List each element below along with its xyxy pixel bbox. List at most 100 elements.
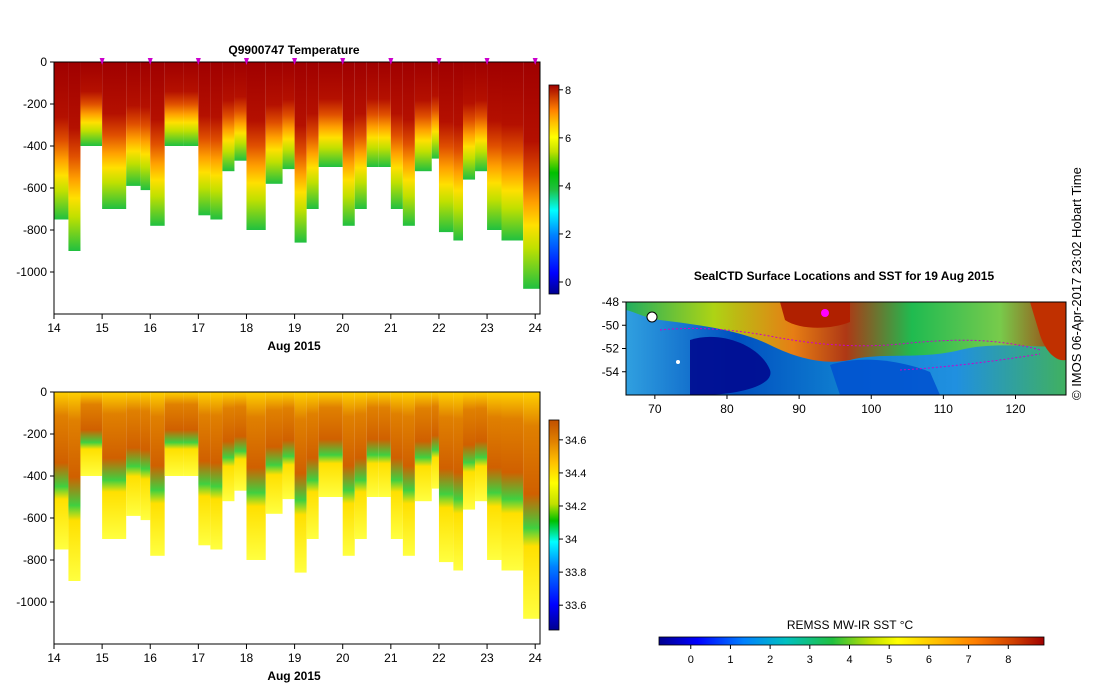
map-y-axis: -48 -50 -52 -54 [602, 295, 626, 379]
surface-location-marker [821, 309, 829, 317]
profile-column [210, 62, 223, 220]
profile-column [210, 392, 223, 550]
profile-column [68, 392, 81, 581]
map-y-tick-label: -54 [602, 365, 620, 379]
salinity-colorbar-ticks: 33.6 33.8 34 34.2 34.4 34.6 [559, 435, 586, 612]
map-y-tick-label: -52 [602, 342, 620, 356]
y-tick-label: 0 [40, 385, 47, 399]
profile-column [198, 392, 211, 546]
x-tick-label: 15 [95, 651, 109, 665]
profile-column [402, 62, 415, 226]
colorbar-tick-label: 34.2 [565, 501, 586, 513]
profile-column [126, 392, 141, 516]
y-tick-label: 0 [40, 55, 47, 69]
profile-column [354, 62, 367, 209]
profile-column [234, 62, 247, 161]
colorbar-tick-label: 8 [565, 85, 571, 97]
profile-column [198, 62, 211, 216]
profile-column [438, 392, 454, 563]
profile-column [306, 62, 319, 209]
profile-marker [340, 58, 346, 65]
profile-column [475, 392, 488, 502]
profile-column [318, 62, 343, 167]
sst-colorbar-tick-label: 7 [966, 654, 972, 666]
colorbar-tick-label: 4 [565, 181, 571, 193]
map-x-tick-label: 100 [861, 402, 881, 416]
x-tick-label: 19 [288, 651, 302, 665]
profile-column [222, 392, 235, 502]
profile-column [54, 392, 69, 550]
x-tick-label: 22 [432, 651, 446, 665]
x-tick-label: 20 [336, 321, 350, 335]
profile-column [453, 62, 464, 241]
sst-colorbar-tick-label: 2 [767, 654, 773, 666]
salinity-columns [54, 392, 540, 619]
temperature-columns [54, 62, 540, 289]
profile-column [354, 392, 367, 539]
profile-column [402, 392, 415, 556]
sst-field [626, 302, 1066, 395]
y-tick-label: -600 [23, 511, 47, 525]
profile-column [80, 62, 103, 146]
profile-column [378, 392, 391, 497]
profile-column [501, 62, 524, 241]
profile-markers [99, 58, 538, 65]
profile-marker [484, 58, 490, 65]
x-tick-label: 22 [432, 321, 446, 335]
x-tick-label: 23 [480, 651, 494, 665]
profile-marker [532, 58, 538, 65]
profile-column [294, 62, 307, 243]
profile-column [342, 392, 355, 556]
profile-marker [436, 58, 442, 65]
kerguelen-island-marker [646, 311, 658, 323]
profile-column [438, 62, 454, 233]
x-tick-label: 24 [529, 321, 543, 335]
ship-track [659, 327, 1041, 351]
profile-column [183, 62, 199, 146]
profile-column [523, 62, 540, 289]
profile-column [294, 392, 307, 573]
x-tick-label: 14 [47, 321, 61, 335]
y-tick-label: -400 [23, 469, 47, 483]
y-tick-label: -200 [23, 427, 47, 441]
map-x-tick-label: 110 [934, 402, 953, 416]
y-tick-label: -600 [23, 181, 47, 195]
profile-column [366, 62, 379, 167]
profile-column [150, 62, 165, 226]
profile-marker [388, 58, 394, 65]
x-tick-label: 15 [95, 321, 109, 335]
profile-column [431, 62, 439, 159]
profile-column [366, 392, 379, 497]
cold-water-patch [690, 336, 771, 395]
profile-column [222, 62, 235, 172]
heard-island-marker [676, 360, 680, 364]
colorbar-tick-label: 34.6 [565, 435, 586, 447]
y-tick-label: -800 [23, 553, 47, 567]
temperature-colorbar-ticks: 0 2 4 6 8 [559, 85, 571, 289]
profile-column [463, 392, 476, 510]
map-title: SealCTD Surface Locations and SST for 19… [694, 269, 995, 283]
map-x-axis: 70 80 90 100 110 120 [648, 395, 1026, 416]
colorbar-tick-label: 33.8 [565, 567, 586, 579]
profile-column [68, 62, 81, 251]
colorbar-tick-label: 34.4 [565, 468, 586, 480]
warm-core [780, 302, 850, 328]
sst-colorbar-group: REMSS MW-IR SST °C 0 1 2 3 4 5 6 7 8 [658, 618, 1045, 666]
sst-colorbar-tick-label: 3 [807, 654, 813, 666]
profile-column [318, 392, 343, 497]
ship-track-south [899, 353, 1041, 371]
profile-column [487, 62, 502, 230]
profile-column [265, 392, 283, 514]
colorbar-tick-label: 2 [565, 229, 571, 241]
sst-map-panel: SealCTD Surface Locations and SST for 19… [602, 269, 1067, 416]
profile-column [246, 62, 266, 230]
x-tick-label: 24 [529, 651, 543, 665]
profile-column [150, 392, 165, 556]
profile-column [80, 392, 103, 476]
y-tick-label: -1000 [16, 595, 47, 609]
warm-core-east [1030, 302, 1066, 361]
temperature-x-axis: 14 15 16 17 18 19 20 21 22 23 24 [47, 314, 542, 335]
profile-column [164, 392, 184, 476]
y-tick-label: -1000 [16, 265, 47, 279]
map-x-tick-label: 120 [1005, 402, 1025, 416]
